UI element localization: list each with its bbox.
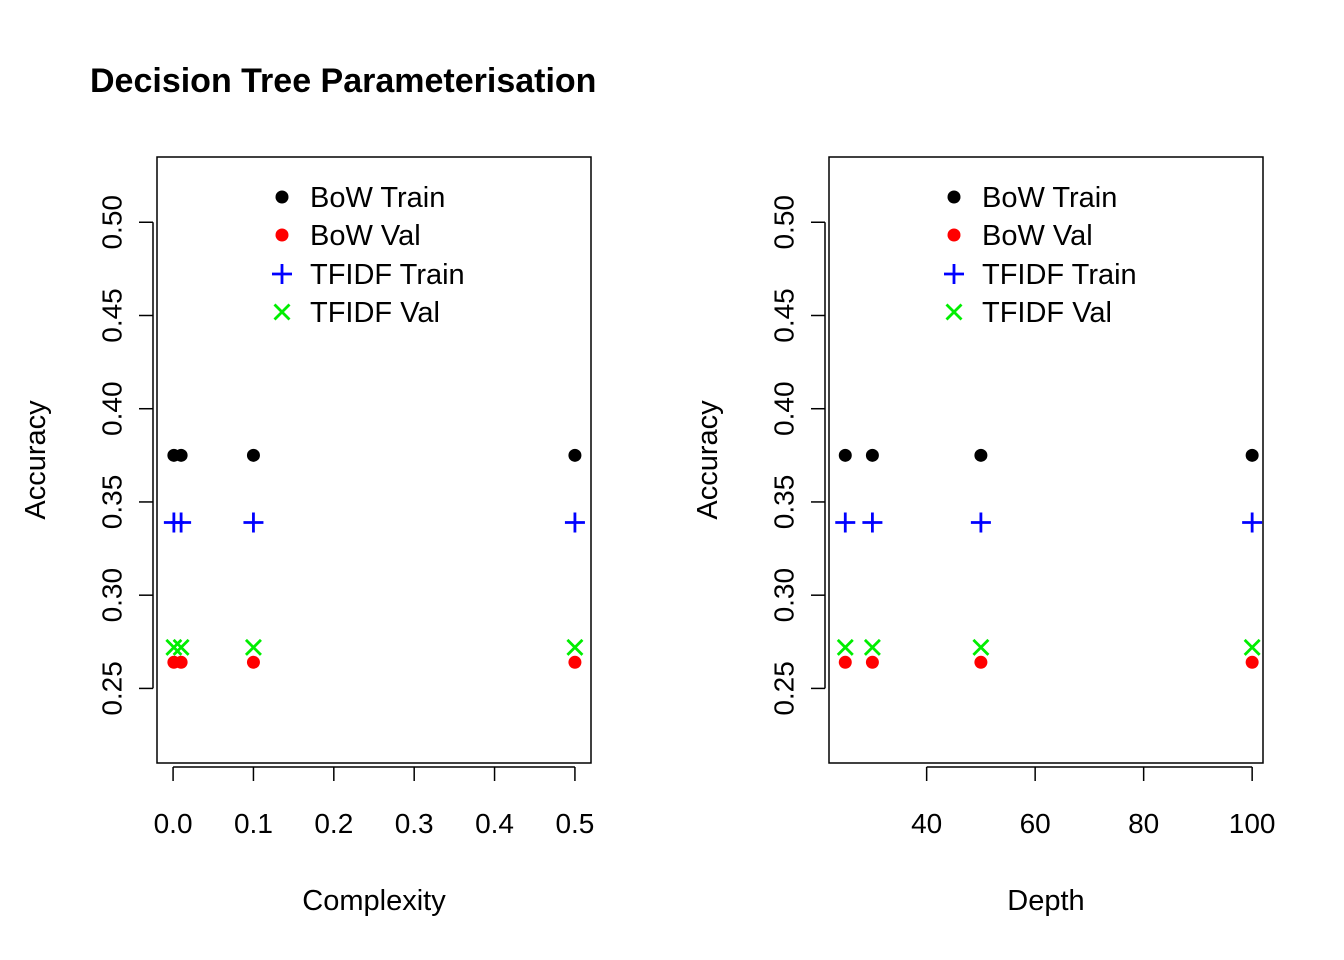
legend-label-bow-val: BoW Val [982, 220, 1093, 252]
data-point [171, 512, 192, 533]
legend-marker-bow-val [275, 228, 289, 242]
y-tick-label: 0.25 [769, 661, 800, 716]
y-tick-label: 0.40 [97, 381, 128, 436]
data-point [970, 512, 991, 533]
depth-panel: 40 60 80 100 0.25 0.30 0.35 0.40 0.45 0.50 Depth Ac… [692, 156, 1276, 917]
y-tick-label: 0.50 [769, 195, 800, 250]
plot-frame [156, 156, 592, 764]
x-tick-label: 60 [1020, 808, 1051, 839]
data-point [862, 512, 883, 533]
legend-marker-bow-val [947, 228, 961, 242]
data-point [246, 655, 260, 669]
x-tick-label: 40 [911, 808, 942, 839]
data-point [174, 655, 188, 669]
x-tick-label: 0.1 [234, 808, 273, 839]
legend-label-tfidf-val: TFIDF Val [982, 297, 1112, 329]
legend-marker-tfidf-train [272, 264, 292, 284]
data-point [1242, 512, 1263, 533]
data-point [974, 448, 988, 462]
data-point [1245, 655, 1259, 669]
data-point [568, 655, 582, 669]
data-point [865, 655, 879, 669]
legend-marker-tfidf-train [944, 264, 964, 284]
data-point [1245, 448, 1259, 462]
data-point [863, 638, 881, 656]
data-point [174, 448, 188, 462]
data-point [244, 638, 262, 656]
x-axis-label: Depth [1007, 885, 1084, 917]
series-tfidf-train [163, 512, 585, 533]
data-point [974, 655, 988, 669]
legend-label-bow-train: BoW Train [310, 182, 445, 214]
x-tick-label: 0.0 [154, 808, 193, 839]
y-axis-label: Accuracy [20, 400, 52, 520]
y-tick-label: 0.40 [769, 381, 800, 436]
data-point [243, 512, 264, 533]
series-tfidf-val [836, 638, 1261, 656]
legend-marker-bow-train [275, 190, 289, 204]
y-axis-label: Accuracy [692, 400, 724, 520]
legend-marker-tfidf-val [945, 303, 963, 321]
legend: BoW Train BoW Val TFIDF Train TFIDF Val [272, 182, 465, 329]
series-bow-train [167, 448, 582, 462]
data-point [165, 638, 183, 656]
data-point [1243, 638, 1261, 656]
y-tick-label: 0.30 [769, 568, 800, 623]
data-point [836, 638, 854, 656]
data-point [838, 655, 852, 669]
y-tick-label: 0.30 [97, 568, 128, 623]
y-tick-label: 0.45 [769, 288, 800, 343]
data-point [838, 448, 852, 462]
x-tick-label: 100 [1229, 808, 1276, 839]
series-bow-val [167, 655, 582, 669]
y-tick-label: 0.25 [97, 661, 128, 716]
legend-marker-tfidf-val [273, 303, 291, 321]
y-tick-label: 0.35 [97, 475, 128, 530]
series-bow-train [838, 448, 1259, 462]
legend-label-tfidf-train: TFIDF Train [982, 259, 1137, 291]
data-point [564, 512, 585, 533]
series-bow-val [838, 655, 1259, 669]
series-tfidf-train [835, 512, 1263, 533]
legend: BoW Train BoW Val TFIDF Train TFIDF Val [944, 182, 1137, 329]
plot-frame [828, 156, 1264, 764]
data-point [835, 512, 856, 533]
x-axis-label: Complexity [302, 885, 446, 917]
y-tick-label: 0.45 [97, 288, 128, 343]
data-point [865, 448, 879, 462]
legend-label-tfidf-val: TFIDF Val [310, 297, 440, 329]
legend-label-bow-train: BoW Train [982, 182, 1117, 214]
legend-marker-bow-train [947, 190, 961, 204]
data-point [566, 638, 584, 656]
x-tick-label: 0.5 [555, 808, 594, 839]
data-point [246, 448, 260, 462]
y-tick-label: 0.35 [769, 475, 800, 530]
data-point [972, 638, 990, 656]
y-tick-label: 0.50 [97, 195, 128, 250]
chart-title: Decision Tree Parameterisation [90, 62, 596, 100]
complexity-panel: 0.0 0.1 0.2 0.3 0.4 0.5 0.25 0.30 0.35 0.40 0.45 0.… [20, 156, 594, 917]
x-tick-label: 0.3 [395, 808, 434, 839]
x-tick-label: 80 [1128, 808, 1159, 839]
data-point [172, 638, 190, 656]
x-tick-label: 0.2 [314, 808, 353, 839]
data-point [568, 448, 582, 462]
legend-label-bow-val: BoW Val [310, 220, 421, 252]
series-tfidf-val [165, 638, 584, 656]
legend-label-tfidf-train: TFIDF Train [310, 259, 465, 291]
x-tick-label: 0.4 [475, 808, 514, 839]
